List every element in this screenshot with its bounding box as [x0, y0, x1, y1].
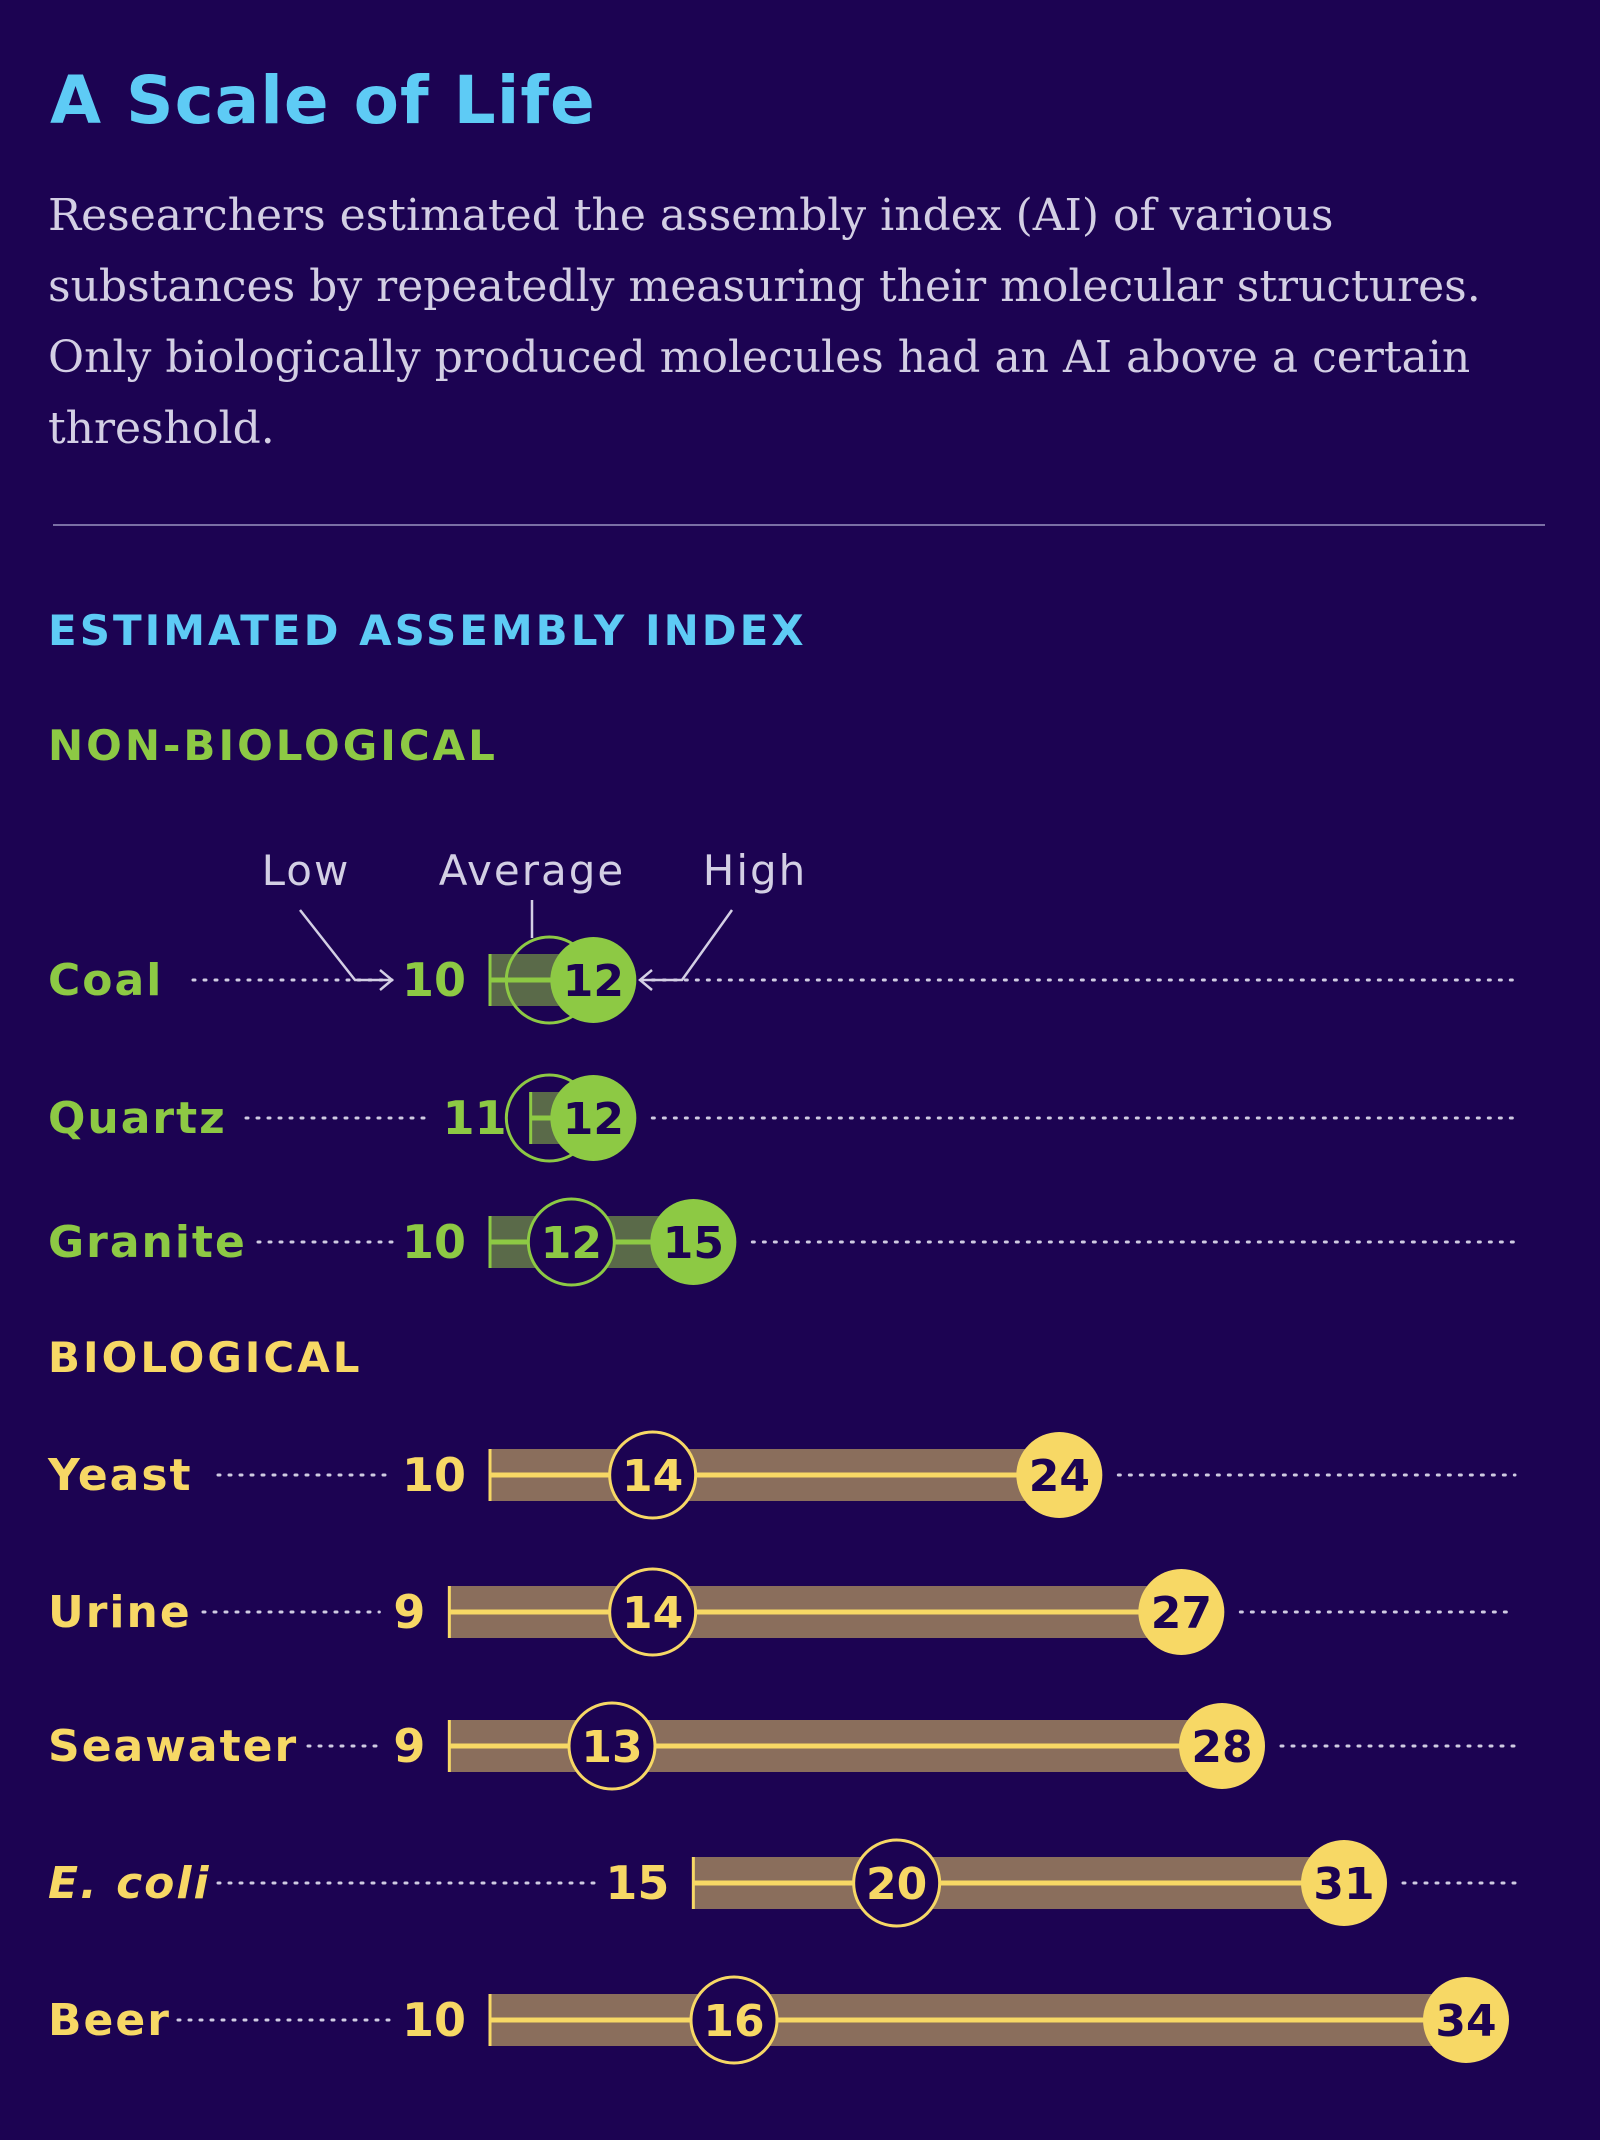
high-value-coal: 12	[563, 956, 624, 1007]
high-circle-yeast	[1016, 1432, 1103, 1518]
legend-average: Average	[439, 846, 625, 895]
average-value-seawater: 13	[581, 1722, 642, 1773]
low-value-yeast: 10	[402, 1448, 466, 1502]
average-circle-e-coli	[852, 1838, 942, 1928]
low-value-beer: 10	[402, 1993, 466, 2047]
legend-high: High	[703, 846, 808, 895]
chart-title: ESTIMATED ASSEMBLY INDEX	[48, 606, 807, 655]
legend-high-arrow	[640, 909, 734, 982]
row-label-granite: Granite	[48, 1217, 247, 1268]
legend-high-arrowhead	[638, 969, 653, 991]
high-value-granite: 15	[663, 1218, 724, 1269]
average-value-beer: 16	[703, 1996, 764, 2047]
low-value-urine: 9	[393, 1585, 425, 1639]
low-value-coal: 10	[402, 953, 466, 1007]
average-value-urine: 14	[622, 1588, 683, 1639]
high-circle-beer	[1423, 1977, 1509, 2063]
average-value-yeast: 14	[622, 1451, 683, 1502]
high-circle-e-coli	[1301, 1840, 1387, 1926]
legend-low-arrow	[299, 909, 392, 982]
high-value-urine: 27	[1151, 1588, 1212, 1639]
high-value-e-coli: 31	[1313, 1859, 1374, 1910]
high-circle-coal	[550, 937, 637, 1023]
high-value-beer: 34	[1435, 1996, 1496, 2047]
high-value-quartz: 12	[563, 1094, 624, 1145]
low-value-granite: 10	[402, 1215, 466, 1269]
high-value-seawater: 28	[1191, 1722, 1252, 1773]
row-label-urine: Urine	[48, 1587, 192, 1638]
average-circle-beer	[689, 1975, 779, 2065]
section-biological: BIOLOGICAL	[48, 1333, 363, 1382]
divider	[53, 524, 1545, 526]
section-non-biological: NON-BIOLOGICAL	[48, 721, 498, 770]
average-circle-urine	[608, 1567, 698, 1657]
low-value-e-coli: 15	[605, 1856, 669, 1910]
row-label-coal: Coal	[48, 955, 163, 1006]
description: Researchers estimated the assembly index…	[48, 190, 1481, 454]
high-value-yeast: 24	[1029, 1451, 1090, 1502]
high-circle-quartz	[550, 1075, 637, 1161]
average-circle-granite	[526, 1197, 616, 1287]
high-circle-urine	[1138, 1569, 1225, 1655]
average-value-granite: 12	[541, 1218, 602, 1269]
low-value-seawater: 9	[393, 1719, 425, 1773]
legend-low: Low	[262, 846, 351, 895]
average-circle-seawater	[567, 1701, 657, 1791]
row-label-e-coli: E. coli	[48, 1858, 211, 1909]
row-label-yeast: Yeast	[47, 1450, 193, 1501]
high-circle-seawater	[1179, 1703, 1265, 1789]
high-circle-granite	[650, 1199, 737, 1285]
page-title: A Scale of Life	[50, 62, 596, 139]
average-circle-yeast	[608, 1430, 698, 1520]
average-value-e-coli: 20	[866, 1859, 927, 1910]
low-value-quartz: 11	[443, 1091, 507, 1145]
row-label-quartz: Quartz	[48, 1093, 227, 1144]
row-label-seawater: Seawater	[48, 1721, 298, 1772]
row-label-beer: Beer	[48, 1995, 171, 2046]
legend-low-arrowhead	[379, 969, 394, 991]
